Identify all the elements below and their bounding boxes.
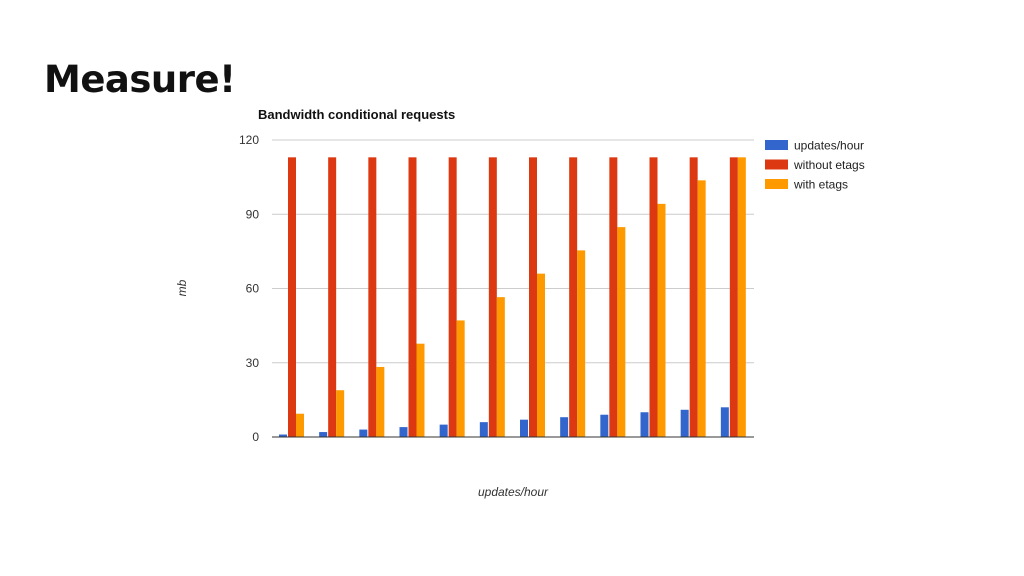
legend-label: with etags [793,178,848,192]
bar [729,157,738,437]
bar [296,413,304,437]
bar [737,157,746,437]
legend-label: updates/hour [794,139,864,153]
y-tick-labels: 0 30 60 90 120 [239,133,259,444]
x-axis-label: updates/hour [478,485,549,499]
bar [657,203,666,437]
legend: updates/hour without etags with etags [765,139,865,192]
bar [408,157,417,437]
bar [569,157,578,437]
bar [479,422,488,437]
chart-title: Bandwidth conditional requests [258,107,455,122]
bar [328,157,337,437]
bar [416,343,425,437]
bar [336,390,345,437]
y-tick-label: 120 [239,133,259,147]
bar [689,157,698,437]
bar [649,157,658,437]
bar [617,227,626,437]
y-tick-label: 90 [246,207,260,221]
bar [697,180,706,437]
legend-swatch [765,179,788,189]
legend-swatch [765,140,788,150]
bar [609,157,618,437]
bar [399,427,408,437]
bar [279,434,287,437]
bar [359,429,368,437]
grid-lines [272,139,754,364]
bar [496,297,505,437]
legend-label: without etags [793,158,865,172]
bar [319,432,328,437]
bar [640,412,649,437]
y-tick-label: 60 [246,282,260,296]
bar [537,273,545,437]
bar [448,157,457,437]
y-tick-label: 0 [252,430,259,444]
bar [368,157,377,437]
bar [520,419,528,437]
bar [529,157,537,437]
bar [600,414,609,437]
bar [456,320,465,437]
bar [439,424,448,437]
bar [680,409,689,437]
y-tick-label: 30 [246,356,260,370]
legend-swatch [765,159,788,170]
bar [720,407,729,437]
bar [288,157,296,437]
bar [488,157,497,437]
slide-title: Measure! [44,58,236,101]
bar [560,417,569,437]
bar [577,250,586,437]
bars [279,157,746,437]
y-axis-label: mb [175,279,189,296]
bar [376,366,385,437]
